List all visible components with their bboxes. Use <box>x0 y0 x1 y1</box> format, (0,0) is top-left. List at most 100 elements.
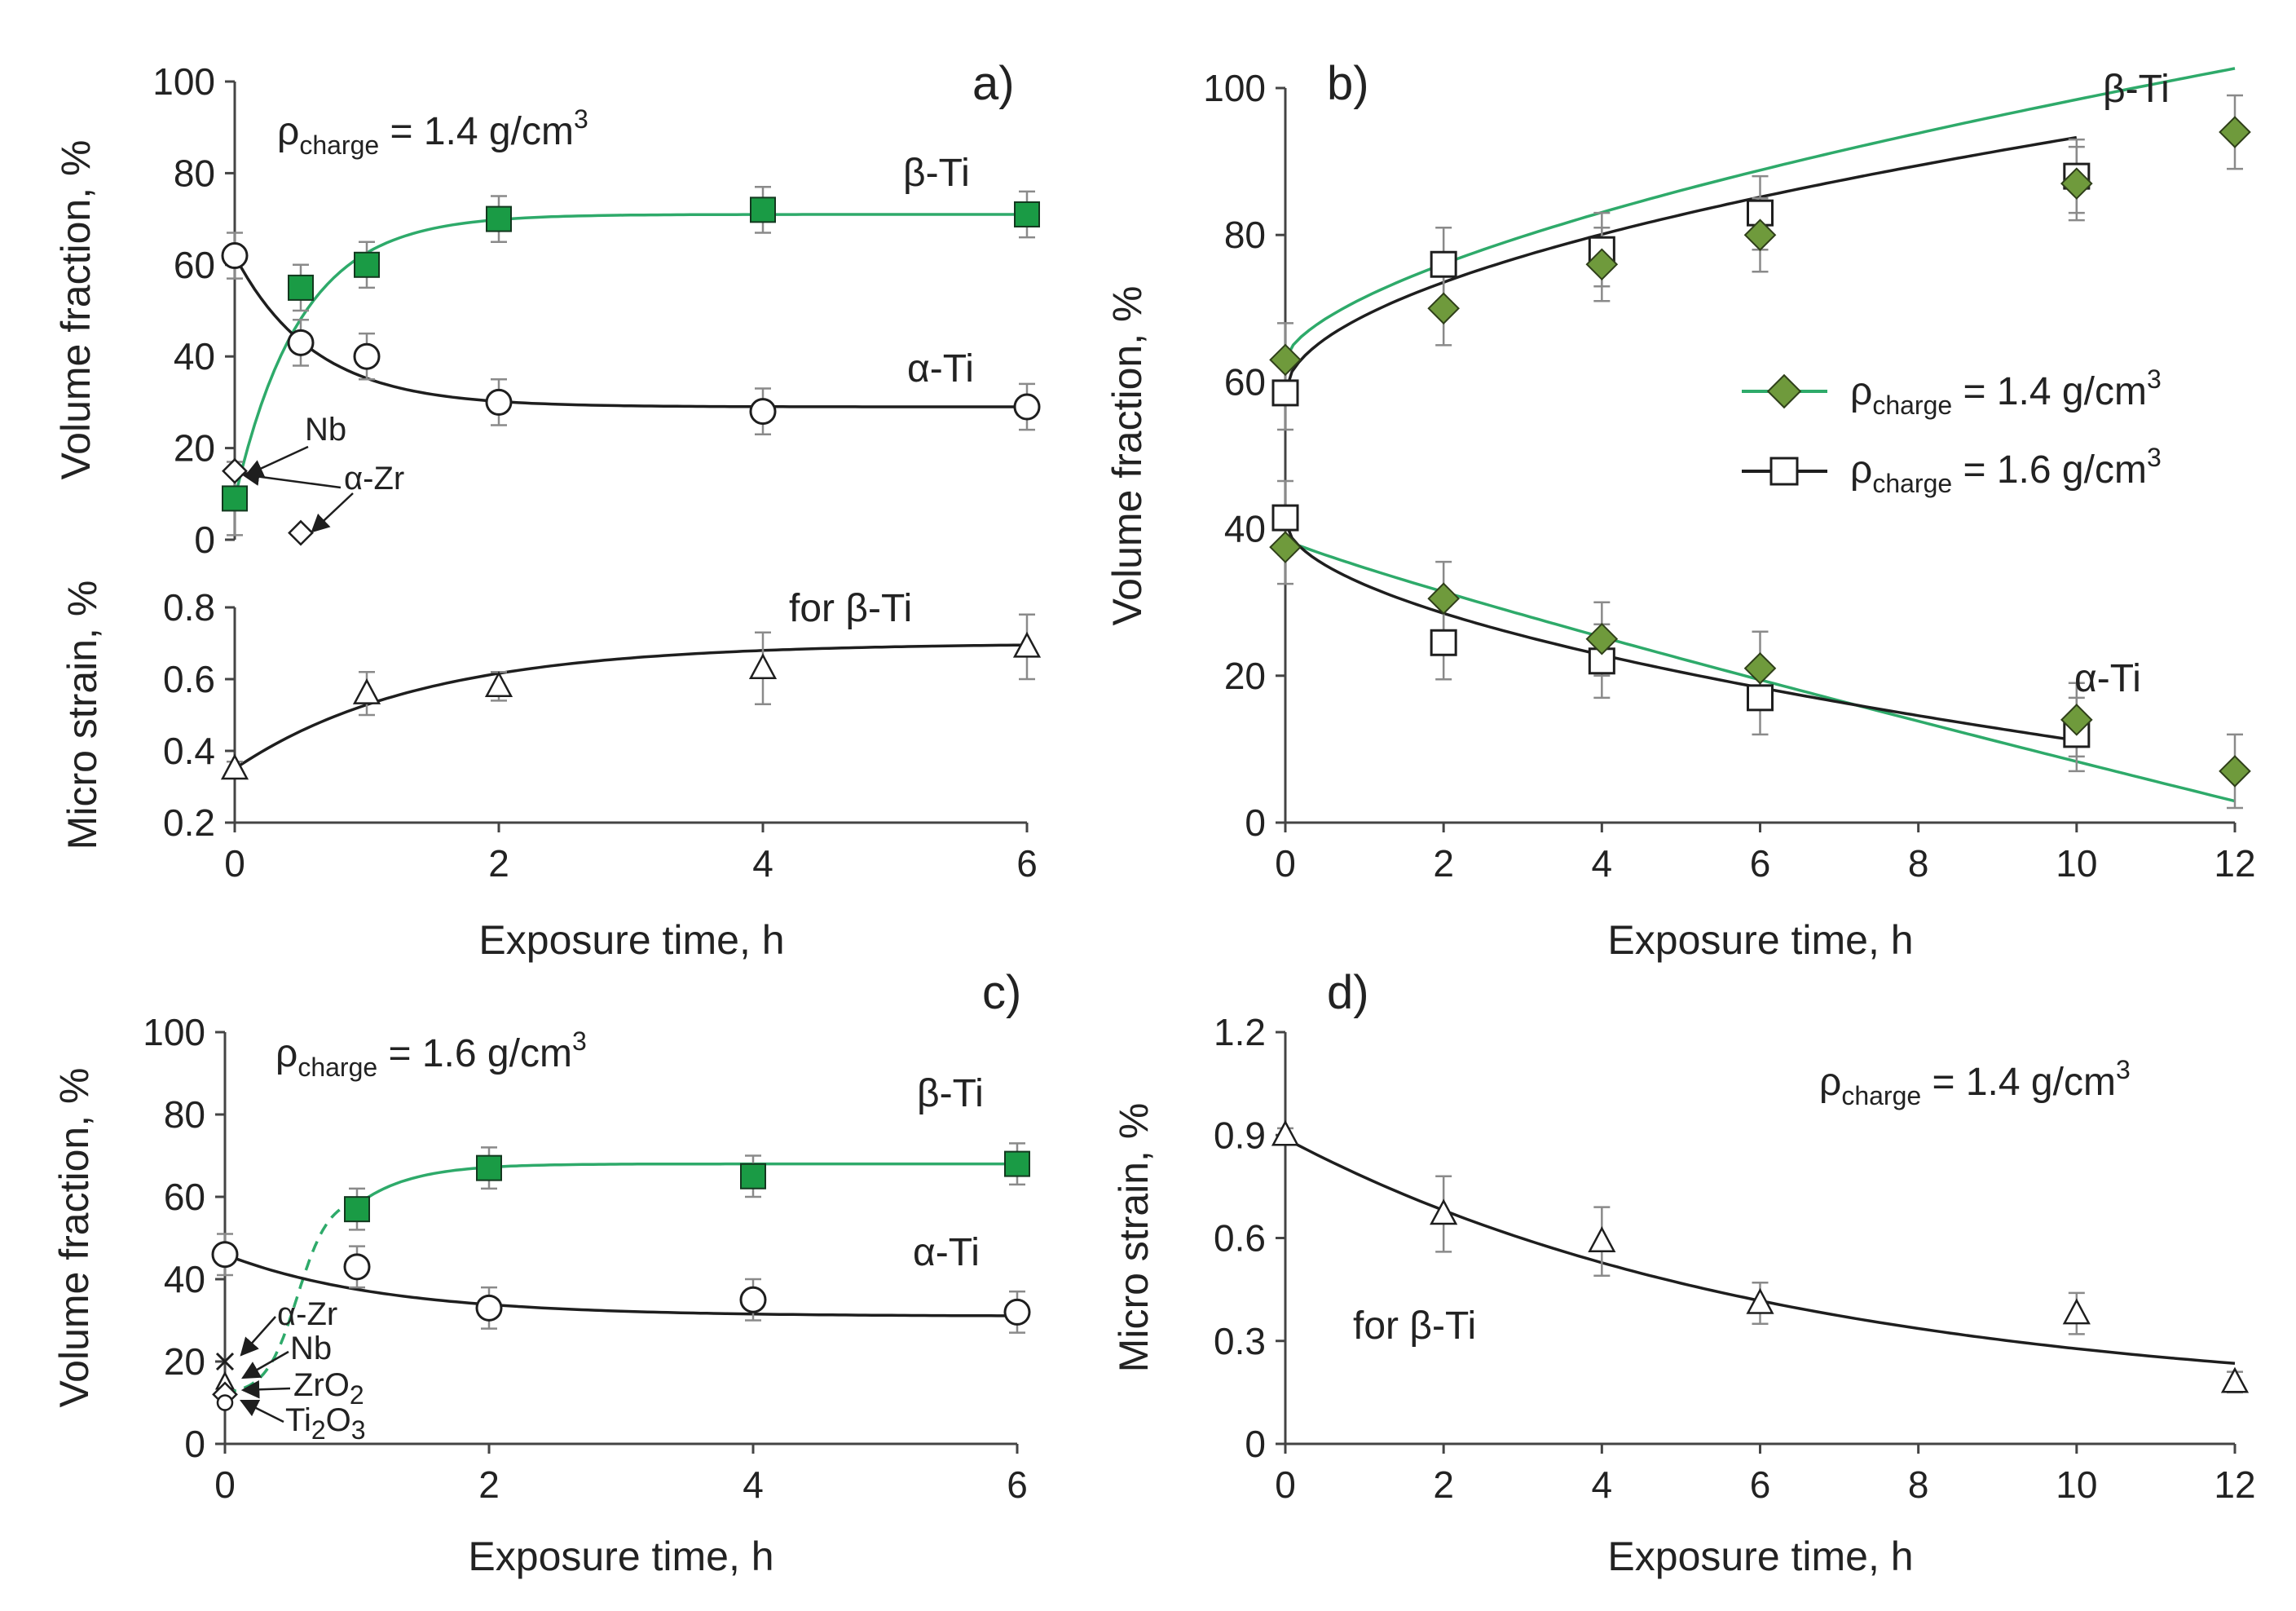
panel-c-alpha-fit-curve <box>224 1253 1017 1317</box>
panel-a-beta-ti-point <box>1014 201 1040 227</box>
panel-c-beta-ti-point <box>1004 1150 1030 1177</box>
panel-c-alpha-ti-point <box>211 1241 239 1269</box>
panel-b-x-ticks: 0 2 4 6 8 10 12 <box>1275 823 2256 885</box>
panel-b-x-tick-label: 12 <box>2214 842 2255 885</box>
panel-c-density-annotation: ρcharge = 1.6 g/cm3 <box>275 1026 587 1082</box>
panel-b-beta-1-4-point <box>2219 116 2251 148</box>
panel-d-strain-point <box>2062 1298 2091 1325</box>
panel-b-x-tick-label: 0 <box>1275 842 1296 885</box>
panel-c-ti2o3-label: Ti2O3 <box>285 1402 366 1445</box>
panel-d-error-bars <box>1277 1127 2243 1394</box>
panel-d-label: d) <box>1327 966 1369 1019</box>
panel-a-strain-fit-curve <box>234 643 1028 770</box>
panel-d-y-tick-label: 1.2 <box>1214 1011 1266 1053</box>
panel-c-beta-fit-curve <box>355 1162 1017 1207</box>
panel-b-alpha-1-4-point <box>2060 704 2093 736</box>
panel-a-alpha-ti-point <box>221 242 249 270</box>
panel-b-label: b) <box>1327 57 1369 110</box>
panel-a-bottom-y-tick-label: 0.6 <box>163 658 215 700</box>
panel-a-bottom-y-tick-label: 0.4 <box>163 730 215 772</box>
panel-a-top-y-tick-label: 100 <box>152 60 215 103</box>
panel-c-y-ticks: 0 20 40 60 80 100 <box>143 1011 225 1465</box>
panel-c-y-tick-label: 100 <box>143 1011 205 1053</box>
panel-a-top-y-axis-title: Volume fraction, % <box>53 140 99 480</box>
panel-c-label: c) <box>982 966 1021 1019</box>
panel-c-beta-ti-point <box>476 1154 502 1181</box>
panel-b-y-tick-label: 20 <box>1224 655 1266 697</box>
panel-c-y-tick-label: 60 <box>164 1176 205 1218</box>
panel-b-alpha-1-4-point <box>1585 622 1619 655</box>
panel-d-x-axis-title: Exposure time, h <box>1607 1534 1913 1579</box>
panel-c-alpha-ti-label: α-Ti <box>913 1231 980 1274</box>
panel-a-bottom-y-axis-title: Micro strain, % <box>59 580 105 850</box>
panel-d-x-tick-label: 4 <box>1592 1463 1613 1506</box>
panel-c-zro2-label: ZrO2 <box>293 1367 364 1410</box>
panel-b-y-tick-label: 0 <box>1245 801 1266 844</box>
panel-b-legend: ρcharge = 1.4 g/cm3 ρcharge = 1.6 g/cm3 <box>1742 364 2162 498</box>
panel-a-alpha-zr-arrow-1 <box>240 467 342 489</box>
panel-d-x-tick-label: 10 <box>2056 1463 2097 1506</box>
panel-b-beta-1-4-point <box>1585 248 1619 281</box>
panel-a-x-tick-label: 2 <box>488 842 509 885</box>
panel-c-alpha-zr-point <box>215 1352 235 1371</box>
panel-d-x-tick-label: 2 <box>1433 1463 1454 1506</box>
panel-b-beta-1-6-fit-curve <box>1284 135 2078 394</box>
panel-a-alpha-ti-label: α-Ti <box>907 347 974 391</box>
panel-a-nb-label: Nb <box>305 412 346 448</box>
panel-b-beta-1-6-point <box>1430 250 1457 278</box>
panel-b-y-tick-label: 100 <box>1203 67 1266 109</box>
panel-b-x-axis-title: Exposure time, h <box>1607 917 1913 963</box>
panel-b-alpha-1-6-fit-curve <box>1284 520 2078 743</box>
panel-b-x-tick-label: 8 <box>1908 842 1929 885</box>
panel-a-strain-point <box>220 753 249 780</box>
legend-1-4-text: ρcharge = 1.4 g/cm3 <box>1850 364 2162 420</box>
panel-a-alpha-ti-point <box>353 342 381 370</box>
panel-c-x-tick-label: 2 <box>478 1463 500 1506</box>
panel-a-alpha-ti-point <box>1013 393 1041 421</box>
panel-b-alpha-1-4-point <box>1269 531 1302 563</box>
panel-a-strain-point <box>484 671 513 698</box>
panel-c-markers <box>211 1150 1031 1411</box>
panel-c-ti2o3-point <box>216 1394 234 1411</box>
panel-c-alpha-ti-point <box>739 1286 767 1313</box>
panel-b-beta-1-4-point <box>1269 343 1302 377</box>
panel-a-bottom-markers <box>220 631 1042 780</box>
panel-c-zro2-arrow <box>240 1380 291 1399</box>
panel-b-alpha-1-6-point <box>1430 629 1457 656</box>
panel-b-beta-1-4-point <box>1743 218 1777 251</box>
panel-d-strain-point <box>2220 1366 2250 1393</box>
panel-a-strain-point <box>1012 631 1042 658</box>
panel-b-beta-1-4-point <box>1427 292 1460 325</box>
panel-b-x-tick-label: 2 <box>1433 842 1454 885</box>
panel-c-alpha-zr-label: α-Zr <box>277 1296 337 1332</box>
panel-d-strain-point <box>1588 1226 1616 1252</box>
panel-b-alpha-1-4-point <box>1427 582 1460 615</box>
panel-a-top-y-tick-label: 40 <box>174 335 215 377</box>
panel-a-x-tick-label: 0 <box>224 842 245 885</box>
panel-c-alpha-zr-point-stroke <box>215 1352 235 1371</box>
panel-a-nb-point <box>222 457 248 484</box>
panel-a-x-axis-title: Exposure time, h <box>478 917 784 963</box>
panel-c-alpha-ti-point <box>1003 1298 1031 1326</box>
panel-b-beta-ti-label: β-Ti <box>2103 68 2170 111</box>
panel-d-micro-strain-label: for β-Ti <box>1353 1304 1476 1348</box>
panel-a-label: a) <box>972 57 1015 110</box>
panel-b-beta-1-6-point <box>1271 379 1299 407</box>
legend-1-6-text: ρcharge = 1.6 g/cm3 <box>1850 443 2162 498</box>
panel-c-annotation-arrows <box>239 1316 291 1423</box>
panel-a-bottom-plot: 0.2 0.4 0.6 0.8 0 2 4 6 <box>163 586 1042 885</box>
panel-c-error-bars <box>217 1142 1025 1334</box>
panel-d-strain-point <box>1746 1287 1774 1314</box>
panel-b-beta-1-4-point <box>2060 167 2093 200</box>
panel-d-strain-point <box>1271 1119 1300 1146</box>
panel-d-x-tick-label: 8 <box>1908 1463 1929 1506</box>
panel-c-nb-arrow <box>241 1350 289 1379</box>
panel-d-y-tick-label: 0.6 <box>1214 1217 1266 1260</box>
panel-c-y-tick-label: 0 <box>184 1423 205 1465</box>
panel-b-y-tick-label: 80 <box>1224 214 1266 256</box>
panel-a-top-markers <box>221 196 1041 546</box>
panel-b-y-tick-label: 60 <box>1224 360 1266 403</box>
panel-a-top-y-tick-label: 0 <box>194 519 215 561</box>
panel-c-alpha-zr-arrow <box>240 1316 276 1357</box>
panel-d-y-axis-title: Micro strain, % <box>1111 1103 1157 1373</box>
